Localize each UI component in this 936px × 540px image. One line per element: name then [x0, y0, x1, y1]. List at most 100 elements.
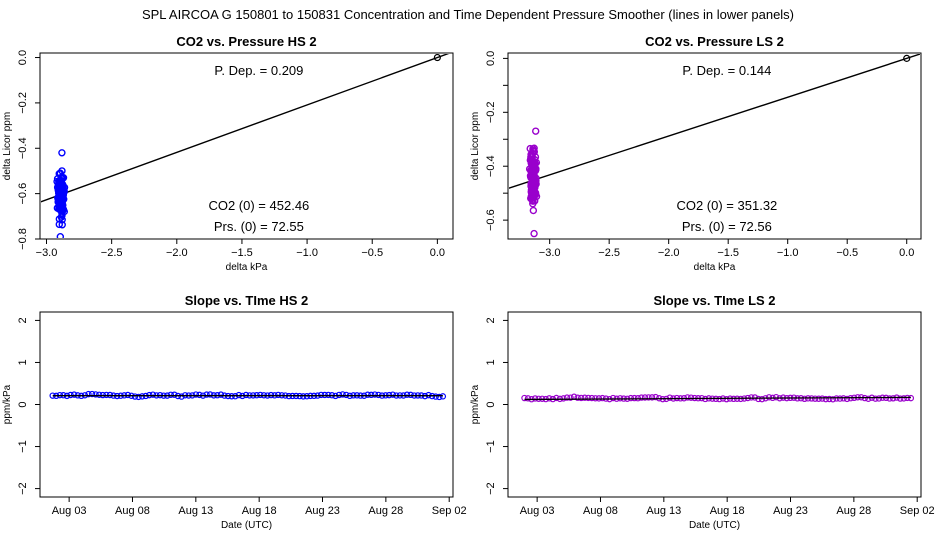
chart-slope-time-hs: Slope vs. TIme HS 2 Aug 03 Aug 08 Aug 13 Aug…: [2, 293, 467, 531]
x-tick-label: Aug 13: [178, 505, 213, 517]
data-point: [529, 159, 537, 167]
chart-title: CO2 vs. Pressure LS 2: [645, 34, 784, 49]
data-point: [833, 395, 840, 402]
x-tick-label: −1.0: [777, 247, 799, 259]
x-tick-label: Aug 03: [520, 505, 555, 517]
data-point: [57, 185, 66, 193]
data-point: [652, 393, 659, 401]
data-point: [53, 175, 62, 183]
x-tick-label: −3.0: [539, 247, 561, 259]
data-point: [875, 395, 883, 402]
x-tick-label: −1.5: [231, 247, 253, 259]
data-point: [300, 393, 307, 400]
data-point: [325, 391, 332, 399]
pressure-intercept-label: Prs. (0) = 72.55: [214, 219, 304, 234]
data-point: [829, 396, 837, 403]
data-layer: [509, 54, 920, 238]
plot-frame: [39, 311, 454, 498]
regression-line: [509, 54, 920, 189]
data-point: [872, 395, 879, 402]
data-point: [530, 148, 539, 156]
data-point: [531, 155, 539, 164]
chart-title: CO2 vs. Pressure HS 2: [176, 34, 316, 49]
data-point: [648, 394, 656, 401]
x-tick-label: Aug 08: [115, 505, 150, 517]
data-point: [755, 395, 762, 403]
data-point: [70, 391, 78, 398]
x-tick-label: 0.0: [430, 247, 445, 259]
data-point: [865, 395, 872, 402]
data-point: [371, 391, 379, 398]
regression-line: [41, 54, 450, 203]
data-point: [801, 395, 808, 403]
plot-frame: [39, 52, 454, 240]
data-point: [103, 391, 110, 399]
co2-intercept-label: CO2 (0) = 452.46: [208, 198, 309, 213]
data-point: [92, 391, 99, 398]
data-point: [368, 391, 375, 399]
data-point: [609, 394, 617, 402]
y-tick-label: −1: [17, 440, 29, 453]
y-tick-label: −0.2: [17, 92, 29, 114]
data-point: [55, 220, 63, 229]
data-point: [529, 185, 537, 194]
smoother-line: [524, 396, 911, 401]
data-point: [206, 391, 214, 398]
y-tick-label: 0: [485, 401, 497, 407]
x-axis-label: Date (UTC): [689, 520, 740, 531]
data-point: [521, 394, 528, 402]
x-tick-label: Aug 28: [836, 505, 871, 517]
x-tick-label: 0.0: [899, 247, 914, 259]
data-point: [529, 206, 538, 215]
data-point: [171, 391, 178, 398]
data-point: [167, 391, 175, 398]
data-point: [389, 391, 396, 398]
y-tick-label: 1: [485, 359, 497, 365]
data-point: [432, 393, 439, 400]
data-point: [897, 395, 904, 402]
data-point: [666, 394, 674, 401]
figure-title: SPL AIRCOA G 150801 to 150831 Concentrat…: [142, 7, 794, 22]
data-layer: [521, 393, 915, 403]
data-point: [106, 391, 114, 399]
data-point: [581, 394, 588, 401]
data-point: [85, 390, 92, 398]
y-tick-label: −0.6: [17, 183, 29, 205]
x-tick-label: −2.0: [166, 247, 188, 259]
origin-point: [903, 54, 911, 62]
data-point: [321, 391, 328, 399]
data-point: [364, 391, 371, 398]
data-point: [217, 391, 225, 398]
data-point: [524, 395, 532, 402]
data-point: [631, 394, 638, 402]
data-point: [574, 394, 581, 401]
pressure-intercept-label: Prs. (0) = 72.56: [682, 219, 772, 234]
data-point: [758, 395, 766, 403]
data-point: [67, 391, 74, 399]
x-tick-label: −2.5: [101, 247, 123, 259]
data-point: [907, 394, 915, 402]
data-point: [546, 395, 553, 402]
data-point: [889, 395, 897, 402]
data-point: [317, 391, 325, 399]
data-point: [529, 174, 538, 183]
pressure-dependence-label: P. Dep. = 0.144: [682, 63, 771, 78]
y-axis-label: ppm/kPa: [470, 384, 481, 424]
data-point: [716, 395, 723, 403]
x-axis-label: delta kPa: [694, 262, 736, 273]
data-point: [588, 394, 596, 402]
y-tick-label: −2: [17, 482, 29, 495]
data-point: [772, 393, 780, 401]
x-tick-label: Aug 18: [242, 505, 277, 517]
chart-slope-time-ls: Slope vs. TIme LS 2 Aug 03 Aug 08 Aug 13 Aug…: [470, 293, 935, 531]
data-point: [592, 395, 599, 402]
y-tick-label: −0.2: [485, 101, 497, 123]
data-point: [274, 391, 282, 399]
y-tick-label: 0.0: [485, 51, 497, 66]
chart-title: Slope vs. TIme LS 2: [653, 293, 775, 308]
data-point: [530, 229, 538, 238]
data-point: [627, 394, 635, 402]
x-tick-label: Sep 02: [900, 505, 935, 517]
x-tick-label: −1.5: [717, 247, 739, 259]
